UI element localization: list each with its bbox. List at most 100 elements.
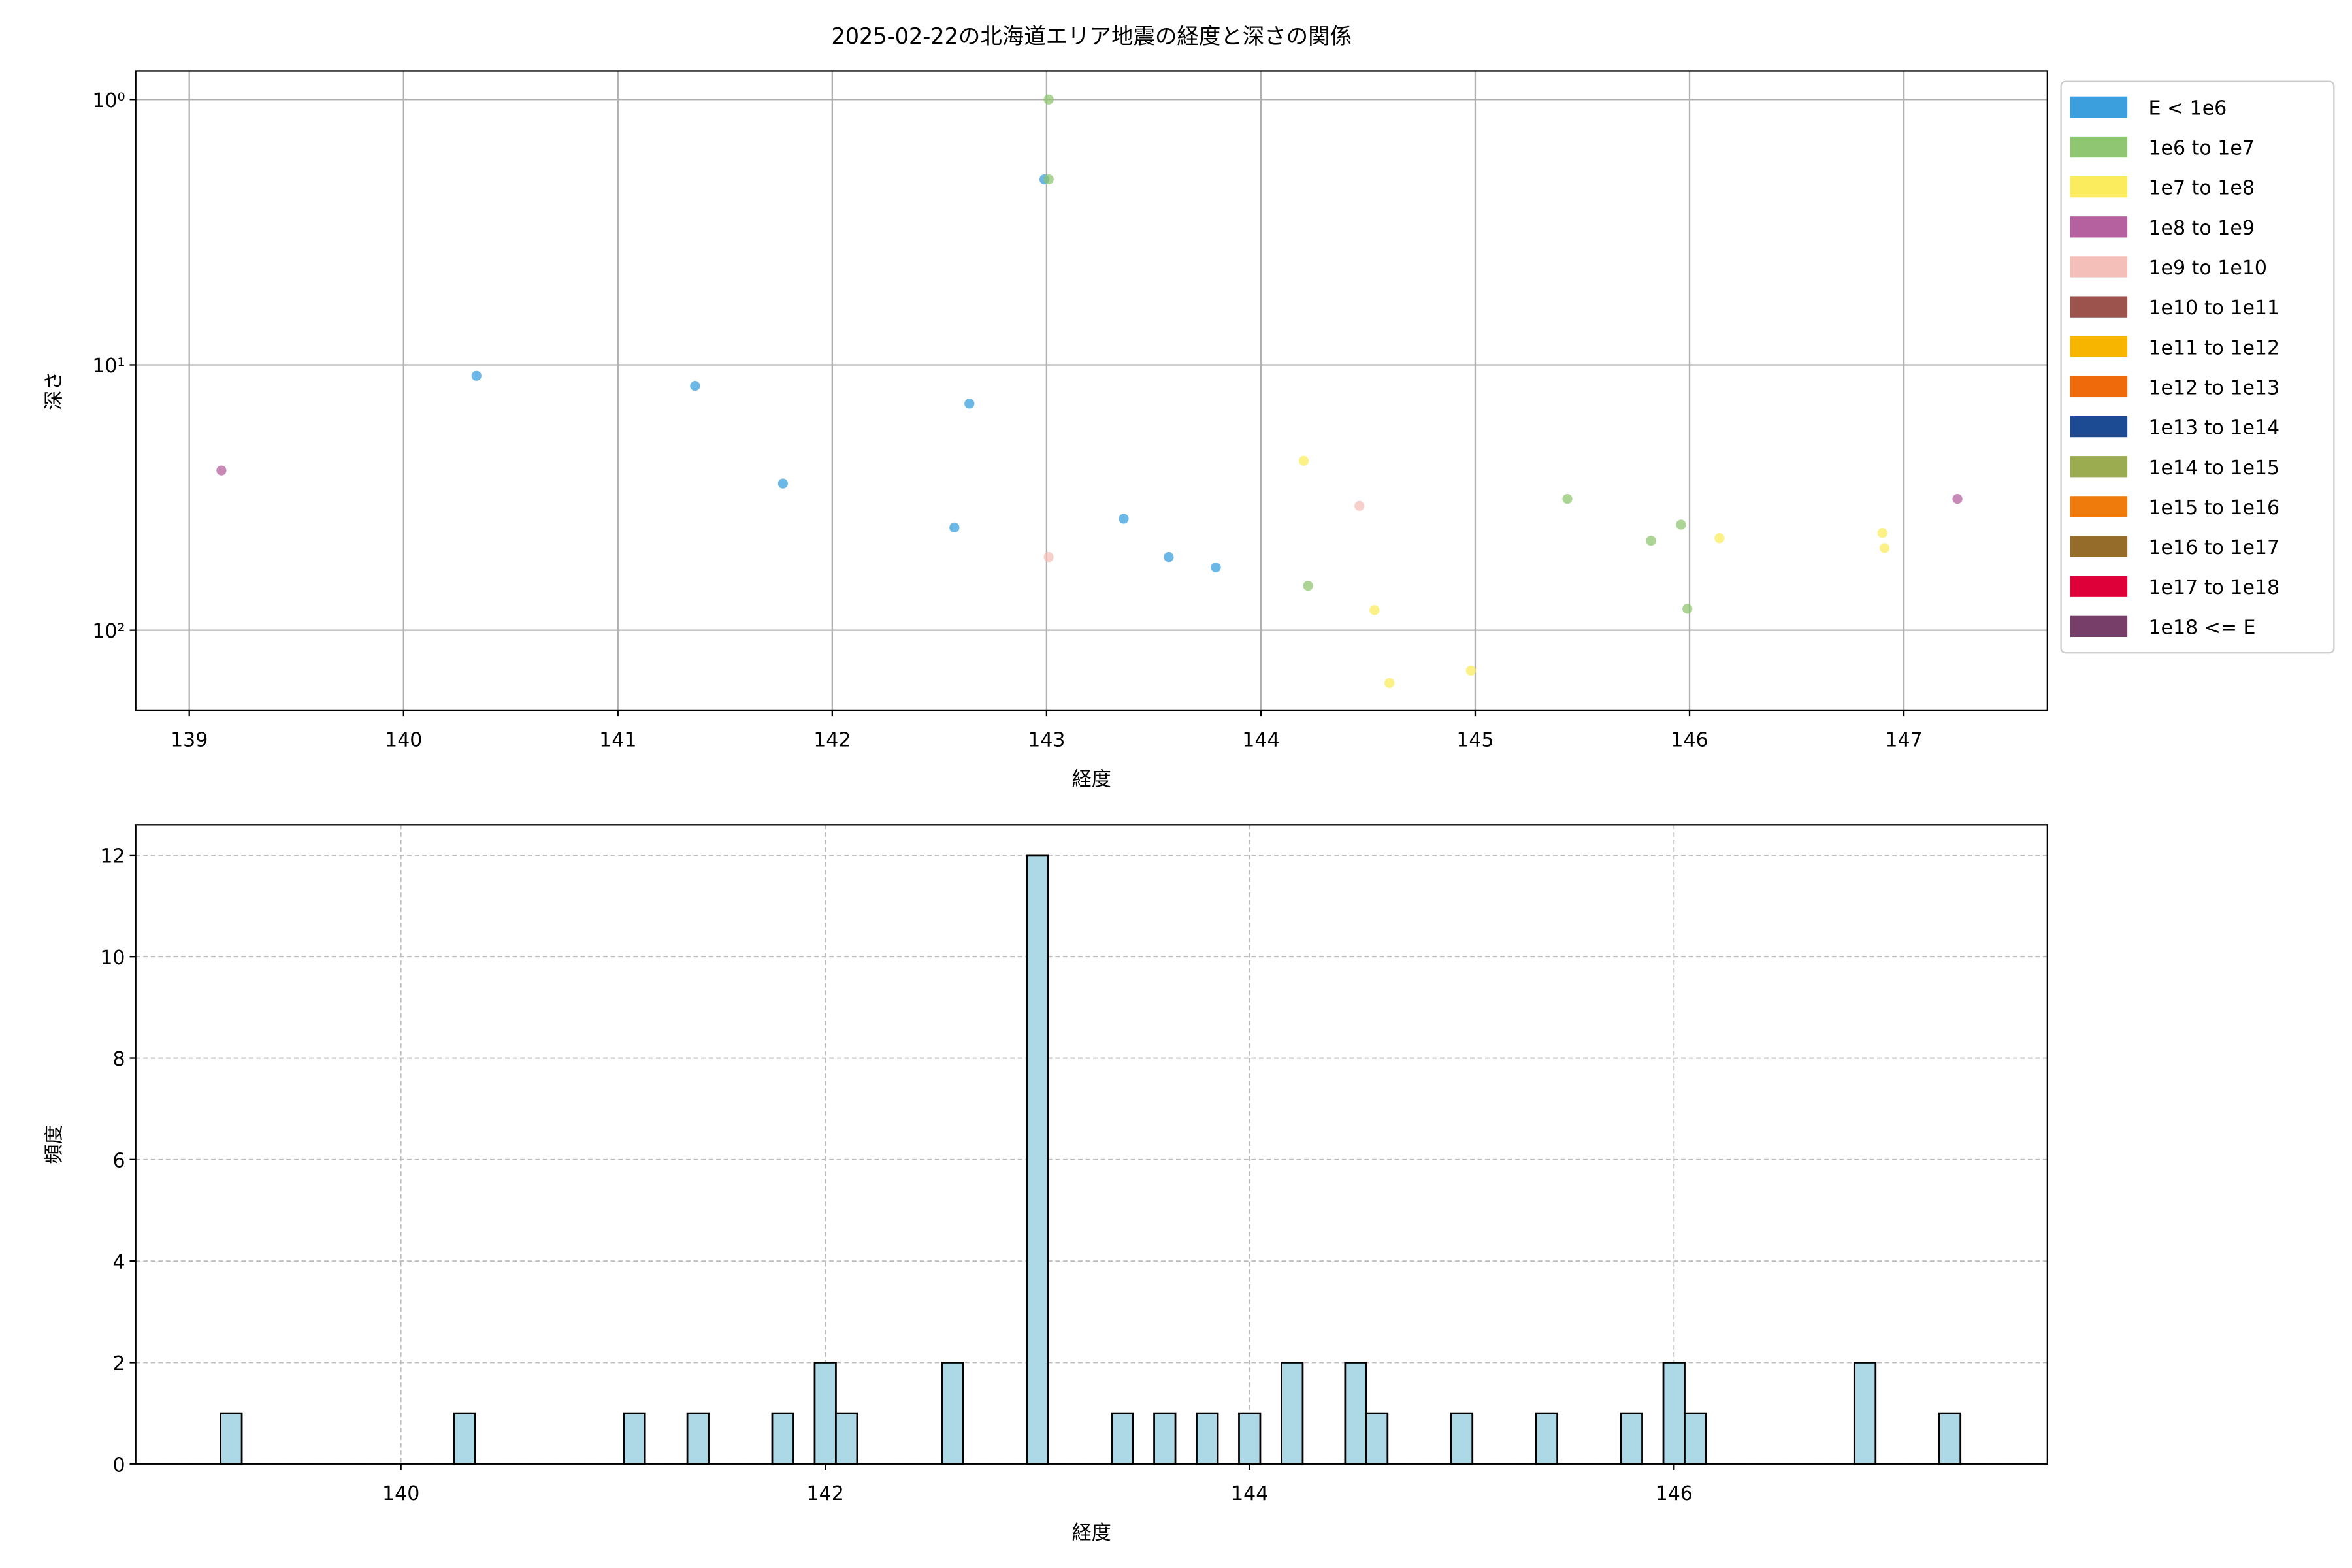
x-tick-label: 139 [171, 728, 208, 751]
y-tick-label: 4 [112, 1251, 125, 1274]
x-tick-label: 142 [807, 1482, 844, 1505]
y-tick-label: 10¹ [92, 355, 125, 378]
y-tick-label: 10 [100, 947, 125, 970]
legend-swatch [2070, 176, 2128, 198]
scatter-point [1043, 552, 1054, 563]
scatter-point [690, 381, 700, 391]
x-tick-label: 143 [1028, 728, 1065, 751]
scatter-point [216, 465, 227, 476]
legend-swatch [2070, 536, 2128, 557]
legend-box [2060, 80, 2335, 654]
x-tick-label: 145 [1456, 728, 1494, 751]
histogram-bar [1111, 1412, 1134, 1465]
legend-swatch [2070, 615, 2128, 637]
y-axis-label: 深さ [42, 371, 65, 410]
legend-swatch [2070, 376, 2128, 398]
legend-label: 1e13 to 1e14 [2148, 417, 2279, 440]
legend-label: 1e10 to 1e11 [2148, 297, 2279, 319]
scatter-point [1952, 494, 1963, 504]
x-tick-label: 141 [599, 728, 636, 751]
histogram-bar [623, 1412, 646, 1465]
y-tick-label: 10⁰ [92, 90, 125, 112]
scatter-point [964, 399, 975, 409]
legend-swatch [2070, 456, 2128, 478]
legend-label: 1e11 to 1e12 [2148, 336, 2279, 359]
legend-swatch [2070, 336, 2128, 357]
x-tick-label: 144 [1231, 1482, 1268, 1505]
legend-label: 1e14 to 1e15 [2148, 457, 2279, 480]
scatter-point [1043, 174, 1054, 185]
scatter-point [1384, 678, 1395, 688]
x-tick-label: 142 [813, 728, 851, 751]
scatter-point [949, 522, 960, 532]
y-tick-label: 2 [112, 1352, 125, 1375]
legend-label: 1e18 <= E [2148, 616, 2255, 639]
histogram-bar [1196, 1412, 1219, 1465]
x-tick-label: 140 [385, 728, 422, 751]
legend-label: 1e7 to 1e8 [2148, 177, 2254, 200]
y-tick-label: 10² [92, 620, 125, 643]
legend-swatch [2070, 576, 2128, 597]
scatter-point [1354, 500, 1365, 511]
histogram-bar [1238, 1412, 1262, 1465]
histogram-bar [771, 1412, 794, 1465]
histogram-bar [1535, 1412, 1559, 1465]
x-tick-label: 146 [1656, 1482, 1693, 1505]
x-axis-label: 経度 [1072, 768, 1111, 791]
scatter-point [1119, 514, 1129, 524]
histogram-bar [1938, 1412, 1962, 1465]
y-tick-label: 12 [100, 845, 125, 868]
scatter-point [1714, 533, 1725, 544]
x-tick-label: 147 [1885, 728, 1922, 751]
legend-label: 1e16 to 1e17 [2148, 536, 2279, 559]
plot-frame [135, 70, 2048, 711]
scatter-point [1676, 519, 1686, 530]
histogram-bar [1662, 1362, 1686, 1465]
histogram-bar [1344, 1362, 1367, 1465]
legend-label: 1e6 to 1e7 [2148, 137, 2254, 160]
histogram-bar [1026, 854, 1049, 1465]
histogram-bar [1684, 1412, 1707, 1465]
plot-frame [135, 824, 2048, 1465]
scatter-point [1369, 605, 1380, 615]
y-tick-label: 0 [112, 1454, 125, 1477]
legend-swatch [2070, 136, 2128, 158]
histogram-bar [941, 1362, 964, 1465]
histogram-bar [1620, 1412, 1643, 1465]
scatter-point [1879, 543, 1890, 553]
chart-title: 2025-02-22の北海道エリア地震の経度と深さの関係 [831, 24, 1352, 49]
y-tick-label: 6 [112, 1149, 125, 1172]
scatter-point [777, 478, 789, 489]
histogram-bar [453, 1412, 476, 1465]
histogram-bar [835, 1412, 858, 1465]
histogram-bar [1365, 1412, 1389, 1465]
scatter-point [1682, 604, 1693, 614]
histogram-bar [686, 1412, 710, 1465]
scatter-point [1298, 455, 1309, 466]
scatter-point [1562, 494, 1573, 504]
y-axis-label: 頻度 [42, 1125, 65, 1164]
histogram-bar [220, 1412, 243, 1465]
legend-swatch [2070, 496, 2128, 517]
histogram-bar [1153, 1412, 1177, 1465]
x-tick-label: 144 [1242, 728, 1279, 751]
legend-swatch [2070, 416, 2128, 438]
scatter-point [1646, 536, 1656, 546]
legend-label: E < 1e6 [2148, 97, 2227, 120]
scatter-point [471, 370, 482, 381]
scatter-point [1211, 562, 1221, 573]
scatter-point [1877, 528, 1887, 538]
legend-label: 1e8 to 1e9 [2148, 217, 2254, 240]
legend-label: 1e15 to 1e16 [2148, 497, 2279, 519]
scatter-point [1303, 581, 1313, 591]
scatter-point [1465, 665, 1477, 676]
scatter-point [1164, 552, 1174, 563]
y-tick-label: 8 [112, 1048, 125, 1071]
scatter-point [1043, 94, 1054, 105]
legend-swatch [2070, 96, 2128, 118]
histogram-bar [813, 1362, 837, 1465]
legend-swatch [2070, 216, 2128, 238]
